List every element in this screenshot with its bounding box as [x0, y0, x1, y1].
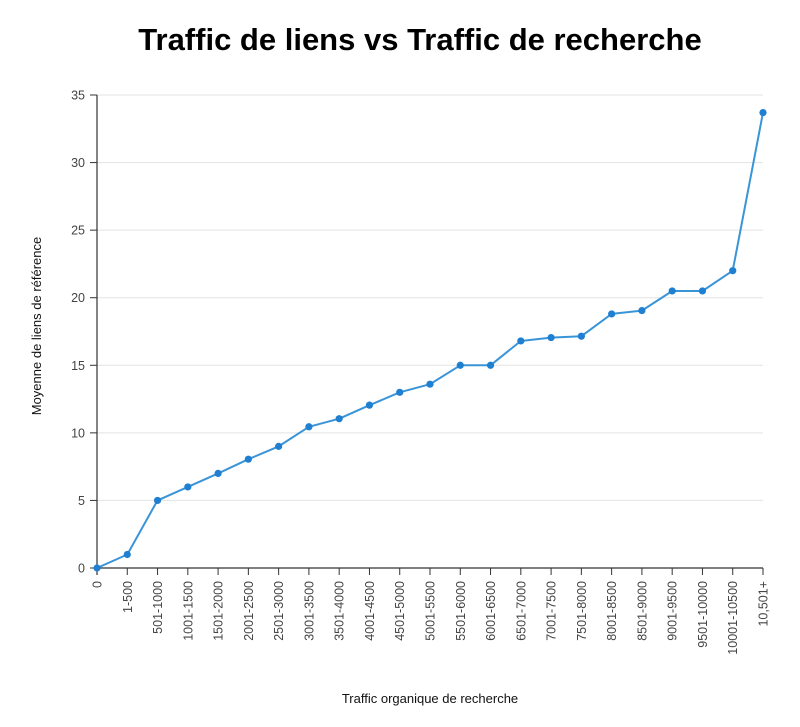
x-tick-label: 8001-8500 [605, 581, 619, 641]
x-tick-label: 4501-5000 [393, 581, 407, 641]
x-tick-label: 7001-7500 [545, 581, 559, 641]
x-tick-label: 3001-3500 [302, 581, 316, 641]
y-axis-label: Moyenne de liens de référence [29, 237, 44, 416]
data-point [668, 287, 676, 295]
data-point [759, 108, 767, 117]
x-tick-label: 9001-9500 [666, 581, 680, 641]
x-tick-label: 1501-2000 [212, 581, 226, 641]
axes [90, 94, 764, 575]
x-tick-label: 10,501+ [757, 581, 771, 627]
x-axis-label: Traffic organique de recherche [342, 691, 518, 706]
x-tick-label: 501-1000 [151, 581, 165, 634]
data-point [396, 388, 404, 396]
data-point [486, 361, 495, 369]
x-tick-label: 9501-10000 [696, 581, 710, 648]
data-point [547, 333, 555, 342]
x-tick-label: 2501-3000 [272, 581, 286, 641]
x-tick-label: 4001-4500 [363, 581, 377, 641]
chart-title: Traffic de liens vs Traffic de recherche [138, 22, 701, 57]
data-point [517, 337, 525, 345]
data-point [93, 564, 101, 572]
data-point [275, 442, 283, 450]
x-tick-label: 10001-10500 [726, 581, 740, 655]
data-point [426, 380, 434, 388]
y-tick-label: 5 [78, 494, 85, 508]
data-point [335, 415, 343, 423]
grid-lines [97, 94, 763, 501]
y-tick-label: 15 [71, 359, 85, 373]
x-tick-label: 6501-7000 [514, 581, 528, 641]
x-tick-label: 2001-2500 [242, 581, 256, 641]
x-tick-labels: 0 1-500 501-1000 1001-1500 1501-2000 2001-250… [91, 581, 771, 655]
data-point [214, 469, 222, 477]
y-tick-label: 25 [71, 224, 85, 238]
y-tick-label: 0 [78, 562, 85, 576]
data-point [608, 310, 616, 318]
data-point [698, 287, 707, 295]
data-point [365, 401, 374, 409]
data-point [153, 496, 162, 505]
y-tick-label: 20 [71, 291, 85, 305]
data-point [456, 361, 464, 369]
data-point [305, 423, 313, 431]
x-tick-label: 1001-1500 [181, 581, 195, 641]
data-point [244, 455, 252, 463]
y-tick-label: 35 [71, 89, 85, 103]
data-point [638, 306, 646, 315]
y-tick-label: 10 [71, 426, 85, 440]
x-tick-label: 1-500 [121, 581, 135, 613]
x-tick-label: 6001-6500 [484, 581, 498, 641]
series [93, 108, 767, 572]
x-tick-label: 0 [91, 581, 105, 588]
data-point [123, 550, 131, 559]
x-tick-label: 5001-5500 [424, 581, 438, 641]
data-point [729, 267, 737, 275]
series-line [96, 112, 764, 569]
x-tick-label: 3501-4000 [333, 581, 347, 641]
data-point [184, 483, 192, 491]
y-tick-label: 30 [71, 156, 85, 170]
x-tick-label: 7501-8000 [575, 581, 589, 641]
x-tick-label: 5501-6000 [454, 581, 468, 641]
x-tick-label: 8501-9000 [635, 581, 649, 641]
y-tick-labels: 0 5 10 15 20 25 30 35 [71, 89, 85, 576]
data-point [577, 332, 585, 340]
